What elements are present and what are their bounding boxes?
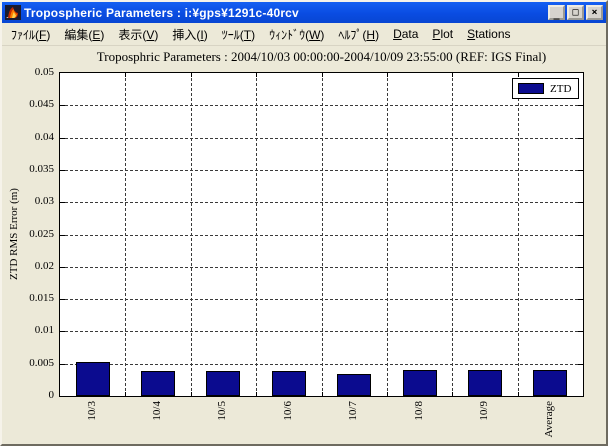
menu-item-jp-h[interactable]: ﾍﾙﾌﾟ(H) (338, 27, 380, 42)
x-axis-tick (517, 392, 519, 396)
x-tick-label: Average (543, 401, 556, 438)
x-tick-label: 10/9 (477, 401, 490, 421)
y-axis-tick (60, 202, 65, 204)
y-tick-label: 0.035 (29, 162, 54, 175)
y-axis-tick (60, 266, 65, 268)
y-axis-tick (578, 234, 583, 236)
window-title: Tropospheric Parameters : i:¥gps¥1291c-4… (24, 5, 299, 20)
bar-10-6 (271, 371, 306, 396)
y-tick-label: 0.025 (29, 227, 54, 240)
window-controls: _ □ × (548, 5, 603, 20)
minimize-icon: _ (553, 8, 560, 20)
x-axis-tick (256, 392, 258, 396)
menu-item-stations[interactable]: Stations (467, 27, 511, 41)
bar-10-3 (75, 362, 110, 396)
x-tick-label: 10/3 (85, 401, 98, 421)
menu-item-jp-f[interactable]: ﾌｧｲﾙ(F) (11, 27, 51, 42)
y-axis-tick (578, 299, 583, 301)
x-tick-label: 10/8 (412, 401, 425, 421)
y-axis-tick (578, 363, 583, 365)
y-tick-label: 0.03 (34, 195, 54, 208)
bar-10-7 (337, 374, 372, 396)
x-axis-tick (517, 73, 519, 77)
x-axis-tick (125, 73, 127, 77)
x-axis-tick (386, 392, 388, 396)
y-tick-label: 0.015 (29, 292, 54, 305)
x-tick-label: 10/7 (347, 401, 360, 421)
y-tick-label: 0.01 (34, 324, 54, 337)
menu-item-data[interactable]: Data (393, 27, 419, 41)
y-axis-tick (578, 202, 583, 204)
y-axis-tick (60, 234, 65, 236)
v-gridline (125, 73, 127, 396)
y-tick-label: 0.005 (29, 356, 54, 369)
x-axis-tick (321, 392, 323, 396)
x-axis-tick (190, 73, 192, 77)
maximize-icon: □ (572, 6, 579, 18)
figure-area: Troposphric Parameters : 2004/10/03 00:0… (2, 46, 606, 444)
menu-item-jp-e[interactable]: 編集(E) (64, 27, 105, 42)
menu-item-jp-t[interactable]: ﾂｰﾙ(T) (221, 27, 256, 42)
x-axis-tick (321, 73, 323, 77)
y-axis-tick (60, 299, 65, 301)
close-button[interactable]: × (586, 5, 603, 20)
x-tick-label: 10/6 (281, 401, 294, 421)
bar-10-4 (141, 371, 176, 396)
y-tick-label: 0.02 (34, 259, 54, 272)
y-tick-label: 0.045 (29, 98, 54, 111)
y-axis-tick (578, 137, 583, 139)
x-tick-label: 10/4 (151, 401, 164, 421)
x-axis-tick (256, 73, 258, 77)
x-axis-tick (125, 392, 127, 396)
y-axis-tick (60, 169, 65, 171)
x-axis-tick (386, 73, 388, 77)
y-tick-label: 0 (48, 389, 55, 401)
menu-item-jp-w[interactable]: ｳｨﾝﾄﾞｳ(W) (269, 27, 325, 42)
y-axis-tick (60, 105, 65, 107)
menu-bar: ﾌｧｲﾙ(F) 編集(E) 表示(V) 挿入(I) ﾂｰﾙ(T) ｳｨﾝﾄﾞｳ(W) ﾍﾙﾌ… (2, 23, 606, 46)
legend-swatch (518, 83, 544, 94)
bar-10-9 (467, 370, 502, 396)
bar-10-5 (206, 371, 241, 396)
legend-label: ZTD (550, 82, 572, 95)
matlab-flame-icon[interactable] (5, 5, 21, 20)
menu-item-plot[interactable]: Plot (432, 27, 454, 41)
v-gridline (190, 73, 192, 396)
x-axis-tick (452, 392, 454, 396)
x-axis-tick (190, 392, 192, 396)
close-icon: × (591, 6, 598, 18)
x-tick-label: 10/5 (216, 401, 229, 421)
bar-average (533, 370, 568, 396)
v-gridline (386, 73, 388, 396)
bar-10-8 (402, 370, 437, 396)
y-axis-tick (60, 363, 65, 365)
y-tick-label: 0.04 (34, 130, 54, 143)
v-gridline (452, 73, 454, 396)
y-axis-tick (60, 137, 65, 139)
minimize-button[interactable]: _ (548, 5, 565, 20)
v-gridline (517, 73, 519, 396)
y-axis-tick (578, 331, 583, 333)
title-bar[interactable]: Tropospheric Parameters : i:¥gps¥1291c-4… (2, 2, 606, 23)
y-axis-tick (578, 105, 583, 107)
x-axis-tick (452, 73, 454, 77)
plot-area (59, 72, 584, 397)
menu-item-jp-i[interactable]: 挿入(I) (172, 27, 208, 42)
y-axis-tick (578, 169, 583, 171)
y-tick-label: 0.05 (34, 66, 54, 78)
menu-item-jp-v[interactable]: 表示(V) (118, 27, 159, 42)
maximize-button[interactable]: □ (567, 5, 584, 20)
v-gridline (321, 73, 323, 396)
v-gridline (256, 73, 258, 396)
y-axis-tick (60, 331, 65, 333)
chart-title: Troposphric Parameters : 2004/10/03 00:0… (96, 49, 547, 64)
y-axis-tick (578, 266, 583, 268)
legend: ZTD (512, 78, 579, 99)
